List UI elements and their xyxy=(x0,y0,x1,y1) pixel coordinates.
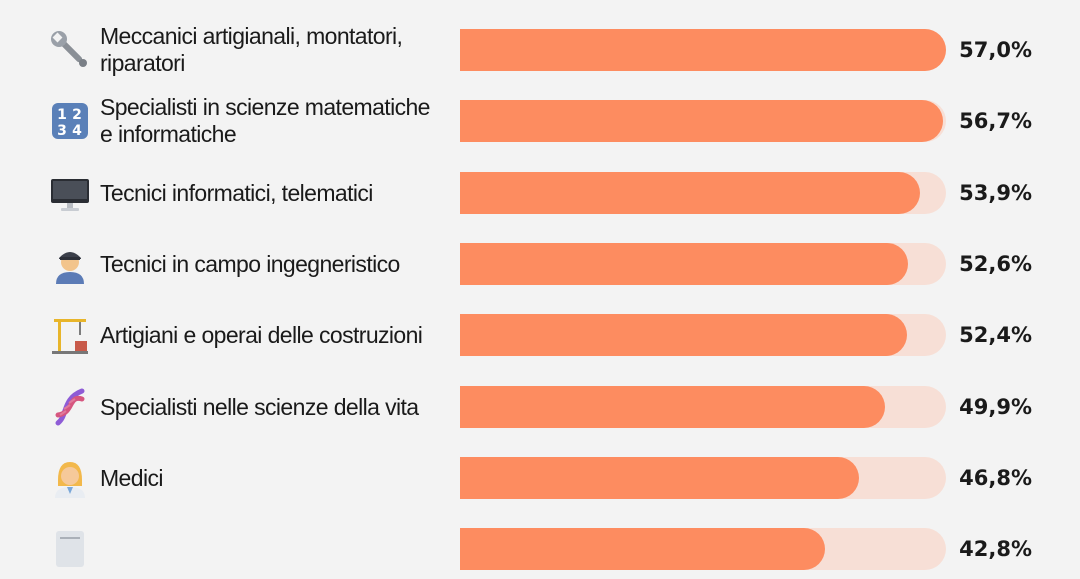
category-label-line: riparatori xyxy=(100,50,185,76)
bar xyxy=(460,386,885,428)
bar-track xyxy=(460,243,946,285)
chart-row: Artigiani e operai delle costruzioni 52,4… xyxy=(0,305,1080,365)
wrench-icon xyxy=(48,28,92,72)
bar-track xyxy=(460,100,946,142)
value-label: 56,7% xyxy=(959,109,1032,133)
doctor-icon xyxy=(48,456,92,500)
category-label-line: Meccanici artigianali, montatori, xyxy=(100,23,403,49)
value-label: 52,6% xyxy=(959,252,1032,276)
bar xyxy=(460,29,946,71)
bar-track xyxy=(460,172,946,214)
document-icon xyxy=(48,527,92,571)
svg-text:1: 1 xyxy=(57,107,67,123)
bar xyxy=(460,314,907,356)
bar xyxy=(460,243,908,285)
bar-chart: Meccanici artigianali, montatori, riparat… xyxy=(0,20,1080,570)
computer-icon xyxy=(48,171,92,215)
category-label: Artigiani e operai delle costruzioni xyxy=(100,305,455,365)
dna-icon xyxy=(48,385,92,429)
crane-icon xyxy=(48,313,92,357)
bar-track xyxy=(460,29,946,71)
chart-row: Medici 46,8% xyxy=(0,448,1080,508)
bar-track xyxy=(460,386,946,428)
bar xyxy=(460,528,825,570)
category-label-line: Specialisti in scienze matematiche xyxy=(100,94,430,120)
chart-row: 42,8% xyxy=(0,519,1080,579)
value-label: 46,8% xyxy=(959,466,1032,490)
svg-text:3: 3 xyxy=(57,123,67,139)
chart-row: 1 2 3 4 Specialisti in scienze matematiche e … xyxy=(0,91,1080,151)
value-label: 52,4% xyxy=(959,323,1032,347)
engineer-icon xyxy=(48,242,92,286)
category-label: Specialisti nelle scienze della vita xyxy=(100,377,455,437)
category-label-line: Tecnici informatici, telematici xyxy=(100,179,373,206)
category-label: Tecnici in campo ingegneristico xyxy=(100,234,455,294)
category-label xyxy=(100,519,455,579)
chart-row: Meccanici artigianali, montatori, riparat… xyxy=(0,20,1080,80)
chart-row: Tecnici informatici, telematici 53,9% xyxy=(0,163,1080,223)
category-label: Specialisti in scienze matematiche e info… xyxy=(100,91,455,151)
bar xyxy=(460,172,920,214)
bar xyxy=(460,100,943,142)
chart-row: Specialisti nelle scienze della vita 49,9… xyxy=(0,377,1080,437)
category-label: Tecnici informatici, telematici xyxy=(100,163,455,223)
bar-track xyxy=(460,457,946,499)
value-label: 53,9% xyxy=(959,181,1032,205)
category-label-line: e informatiche xyxy=(100,121,237,147)
category-label: Meccanici artigianali, montatori, riparat… xyxy=(100,20,455,80)
value-label: 42,8% xyxy=(959,537,1032,561)
category-label-line: Specialisti nelle scienze della vita xyxy=(100,393,419,420)
svg-text:4: 4 xyxy=(72,123,82,139)
value-label: 49,9% xyxy=(959,395,1032,419)
svg-text:2: 2 xyxy=(72,107,82,123)
bar xyxy=(460,457,859,499)
category-label-line: Medici xyxy=(100,464,163,491)
bar-track xyxy=(460,314,946,356)
chart-row: Tecnici in campo ingegneristico 52,6% xyxy=(0,234,1080,294)
category-label-line: Artigiani e operai delle costruzioni xyxy=(100,321,423,348)
category-label: Medici xyxy=(100,448,455,508)
category-label-line: Tecnici in campo ingegneristico xyxy=(100,250,400,277)
value-label: 57,0% xyxy=(959,38,1032,62)
bar-track xyxy=(460,528,946,570)
